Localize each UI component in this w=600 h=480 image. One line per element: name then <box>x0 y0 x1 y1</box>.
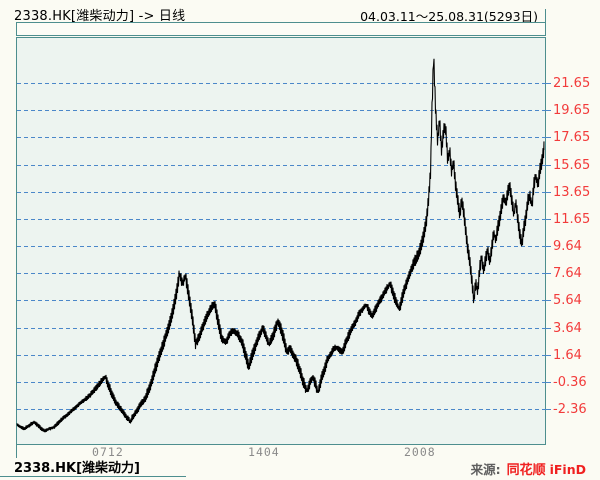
y-tick-label: 15.65 <box>553 158 590 173</box>
y-tick-label: 1.64 <box>553 348 582 363</box>
y-tick-label: 13.65 <box>553 185 590 200</box>
source-brand-ifind: iFinD <box>549 462 586 477</box>
price-line <box>16 58 545 433</box>
y-tick-label: 9.64 <box>553 239 582 254</box>
frame-ticks <box>16 9 546 458</box>
source-brand-tonghuashun: 同花顺 <box>506 463 546 478</box>
bottom-left-rule <box>0 476 186 477</box>
y-tick-label: 7.64 <box>553 266 582 281</box>
y-tick-label: 3.64 <box>553 321 582 336</box>
x-tick-label: 2008 <box>404 445 436 459</box>
date-range-label: 04.03.11～25.08.31(5293日) <box>360 9 538 24</box>
y-tick-label: 19.65 <box>553 103 590 118</box>
x-axis-labels: 0712 1404 2008 <box>92 445 436 459</box>
y-tick-label: 21.65 <box>553 76 590 91</box>
y-tick-label: -0.36 <box>553 375 587 390</box>
grid-lines <box>17 83 545 410</box>
y-tick-label: 5.64 <box>553 293 582 308</box>
y-tick-label: -2.36 <box>553 402 587 417</box>
source-label: 来源: <box>470 462 501 477</box>
header-strip <box>16 22 546 36</box>
x-tick-label: 0712 <box>92 445 124 459</box>
source-attribution: 来源: 同花顺 iFinD <box>471 459 586 478</box>
chart-title: 2338.HK[潍柴动力] -> 日线 <box>14 9 186 24</box>
y-tick-label: 11.65 <box>553 212 590 227</box>
footer-symbol-label: 2338.HK[潍柴动力] <box>14 461 140 476</box>
y-axis-labels: 21.65 19.65 17.65 15.65 13.65 11.65 9.64 7.64 5.… <box>545 76 590 417</box>
y-tick-label: 17.65 <box>553 130 590 145</box>
x-tick-label: 1404 <box>248 445 280 459</box>
